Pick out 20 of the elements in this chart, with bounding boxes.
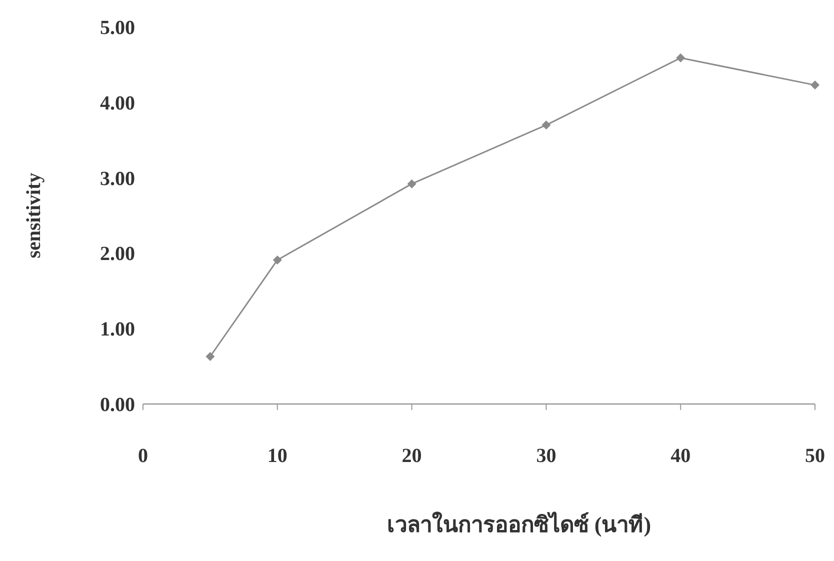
y-tick-label: 1.00	[100, 318, 135, 341]
x-tick-label: 0	[138, 445, 148, 467]
x-tick-label: 40	[670, 445, 691, 467]
y-tick-label: 4.00	[100, 92, 135, 114]
y-tick-label: 3.00	[100, 168, 135, 190]
point	[542, 120, 551, 130]
point	[676, 53, 686, 62]
y-tick-label: 0.00	[100, 394, 135, 416]
point	[407, 179, 416, 188]
x-tick-label: 20	[402, 445, 422, 467]
x-tick-label: 10	[267, 445, 288, 467]
point	[206, 352, 215, 361]
x-axis-title: เวลาในการออกซิไดซ์ (นาที)	[386, 511, 652, 537]
x-tick-label: 30	[536, 445, 556, 467]
point	[272, 255, 282, 264]
y-tick-label: 5.00	[100, 17, 135, 39]
y-tick-label: 2.00	[100, 243, 135, 266]
y-axis-title: sensitivity	[23, 172, 45, 258]
x-tick-label: 50	[805, 445, 825, 467]
point	[810, 80, 820, 90]
